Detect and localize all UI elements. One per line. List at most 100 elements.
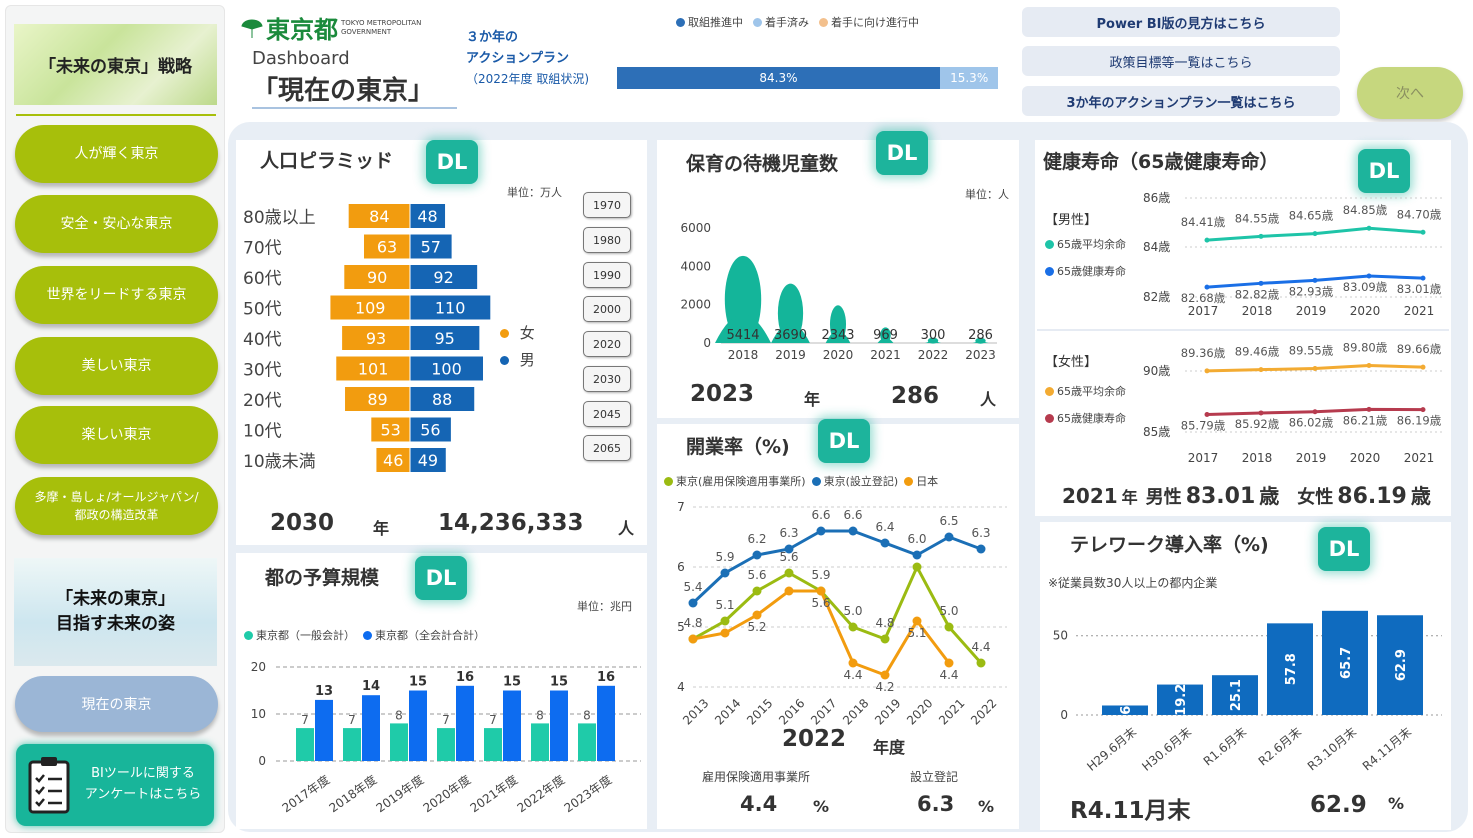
year-button-2045[interactable]: 2045 <box>583 401 631 427</box>
startup-label-employment: 雇用保険適用事業所 <box>702 770 811 784</box>
bar-male <box>410 387 475 411</box>
bar-male <box>410 326 480 350</box>
action-plan-label: ３か年の アクションプラン （2022年度 取組状況) <box>466 28 589 89</box>
y-tick-label: 6000 <box>680 221 711 235</box>
nav-button-people[interactable]: 人が輝く東京 <box>15 125 218 183</box>
legend-male-life: 65歳平均余命 <box>1057 238 1126 251</box>
childcare-year: 2023 <box>690 381 755 407</box>
year-button-2020[interactable]: 2020 <box>583 331 631 357</box>
telework-dl-button[interactable]: DL <box>1318 527 1370 571</box>
pyramid-year: 2030 <box>270 510 335 536</box>
age-label: 60代 <box>243 269 282 289</box>
bar-female <box>364 234 410 259</box>
year-button-2065[interactable]: 2065 <box>583 435 631 461</box>
data-label: 6.0 <box>907 532 926 546</box>
legend-preparing: 着手に向け進行中 <box>831 16 919 29</box>
data-point <box>752 586 762 596</box>
next-button[interactable]: 次へ <box>1357 67 1463 119</box>
x-tick-label: 2019 <box>775 348 806 362</box>
x-tick-label: 2019 <box>1296 304 1327 318</box>
future-vision-banner[interactable]: 「未来の東京」 目指す未来の姿 <box>14 558 217 666</box>
value-label-female: 84 <box>369 207 389 226</box>
data-point <box>784 568 794 578</box>
telework-period: R4.11月末 <box>1070 798 1191 824</box>
bar-male <box>410 265 478 289</box>
nav-button-tama[interactable]: 多摩・島しょ/オールジャパン/都政の構造改革 <box>15 477 218 535</box>
bar-all <box>597 685 615 761</box>
data-point <box>1420 407 1426 413</box>
year-button-2000[interactable]: 2000 <box>583 296 631 322</box>
progress-label-started: 15.3% <box>950 71 989 85</box>
year-button-2030[interactable]: 2030 <box>583 366 631 392</box>
data-point <box>1366 273 1372 279</box>
value-label-male: 110 <box>435 299 466 318</box>
data-label: 65.7 <box>1339 647 1354 679</box>
action-plan-list-link[interactable]: 3か年のアクションプラン一覧はこちら <box>1022 86 1340 116</box>
data-label: 4.8 <box>683 616 702 630</box>
childcare-dl-button[interactable]: DL <box>876 131 928 175</box>
data-point <box>720 628 730 638</box>
x-tick-label: 2021 <box>1404 451 1435 465</box>
y-tick-label: 2000 <box>680 298 711 312</box>
health-dl-button[interactable]: DL <box>1358 149 1410 193</box>
startup-pct2: % <box>978 797 995 816</box>
nav-button-fun[interactable]: 楽しい東京 <box>15 406 218 464</box>
health-year-unit: 年 <box>1121 488 1138 507</box>
strategy-banner[interactable]: 「未来の東京」戦略 <box>14 24 217 105</box>
childcare-year-unit: 年 <box>804 390 821 409</box>
data-point <box>912 616 922 626</box>
policy-targets-link[interactable]: 政策目標等一覧はこちら <box>1022 46 1340 76</box>
data-label: 5.4 <box>683 580 702 594</box>
x-tick-label: 2018 <box>1242 304 1273 318</box>
drop-base <box>771 323 810 343</box>
x-tick-label: 2021 <box>1404 304 1435 318</box>
pyramid-dl-button[interactable]: DL <box>426 140 478 184</box>
data-label: 6 <box>1119 706 1134 715</box>
drop-base <box>925 341 941 343</box>
data-label: 2343 <box>821 328 854 343</box>
data-label: 4.8 <box>875 616 894 630</box>
year-button-1970[interactable]: 1970 <box>583 192 631 218</box>
health-male-value: 83.01 <box>1185 484 1256 509</box>
value-label-female: 89 <box>367 390 387 409</box>
y-tick-label: 0 <box>258 754 266 768</box>
bar-male <box>410 448 446 472</box>
data-label: 5.0 <box>939 604 958 618</box>
nav-button-world[interactable]: 世界をリードする東京 <box>15 266 218 324</box>
current-tokyo-button[interactable]: 現在の東京 <box>15 676 218 732</box>
bar-all <box>550 690 568 761</box>
bar-general <box>390 723 408 761</box>
bar-all <box>409 690 427 761</box>
data-point <box>816 586 826 596</box>
survey-button[interactable]: BIツールに関する アンケートはこちら <box>16 744 214 826</box>
data-label: 62.9 <box>1394 649 1409 681</box>
data-label: 84.85歳 <box>1343 203 1388 217</box>
year-button-1980[interactable]: 1980 <box>583 227 631 253</box>
health-unit-male: 歳 <box>1259 484 1280 508</box>
data-point <box>1204 284 1210 290</box>
x-tick-label: 2014 <box>712 696 743 725</box>
nav-button-beautiful[interactable]: 美しい東京 <box>15 337 218 395</box>
age-label: 50代 <box>243 300 282 320</box>
startup-chart: 4 5 6 7 5.4 5.9 6.2 6.3 6.6 6.6 6.4 6.0 6.5 6.3 4.8 5.1… <box>677 500 1007 725</box>
data-point <box>1204 368 1210 374</box>
value-label-male: 95 <box>434 329 454 348</box>
value-label-female: 93 <box>366 329 386 348</box>
bar-general <box>343 728 361 761</box>
age-label: 70代 <box>243 239 282 259</box>
year-button-1990[interactable]: 1990 <box>583 262 631 288</box>
divider <box>1037 329 1449 331</box>
nav-button-safety[interactable]: 安全・安心な東京 <box>15 195 218 253</box>
bar-all <box>456 685 474 761</box>
x-tick-label: 2021 <box>870 348 901 362</box>
data-label: 13 <box>315 684 333 699</box>
powerbi-guide-link[interactable]: Power BI版の見方はこちら <box>1022 7 1340 37</box>
startup-dl-button[interactable]: DL <box>818 419 870 463</box>
value-label-male: 56 <box>420 421 440 440</box>
health-female-chart: 90歳 85歳 89.36歳 89.46歳 89.55歳 89.80歳 89.66歳 85.7… <box>1143 342 1445 465</box>
budget-dl-button[interactable]: DL <box>415 556 467 600</box>
x-tick-label: 2020 <box>1350 304 1381 318</box>
value-label-male: 100 <box>431 360 462 379</box>
childcare-title: 保育の待機児童数 <box>686 153 839 175</box>
bar-female <box>371 417 410 442</box>
